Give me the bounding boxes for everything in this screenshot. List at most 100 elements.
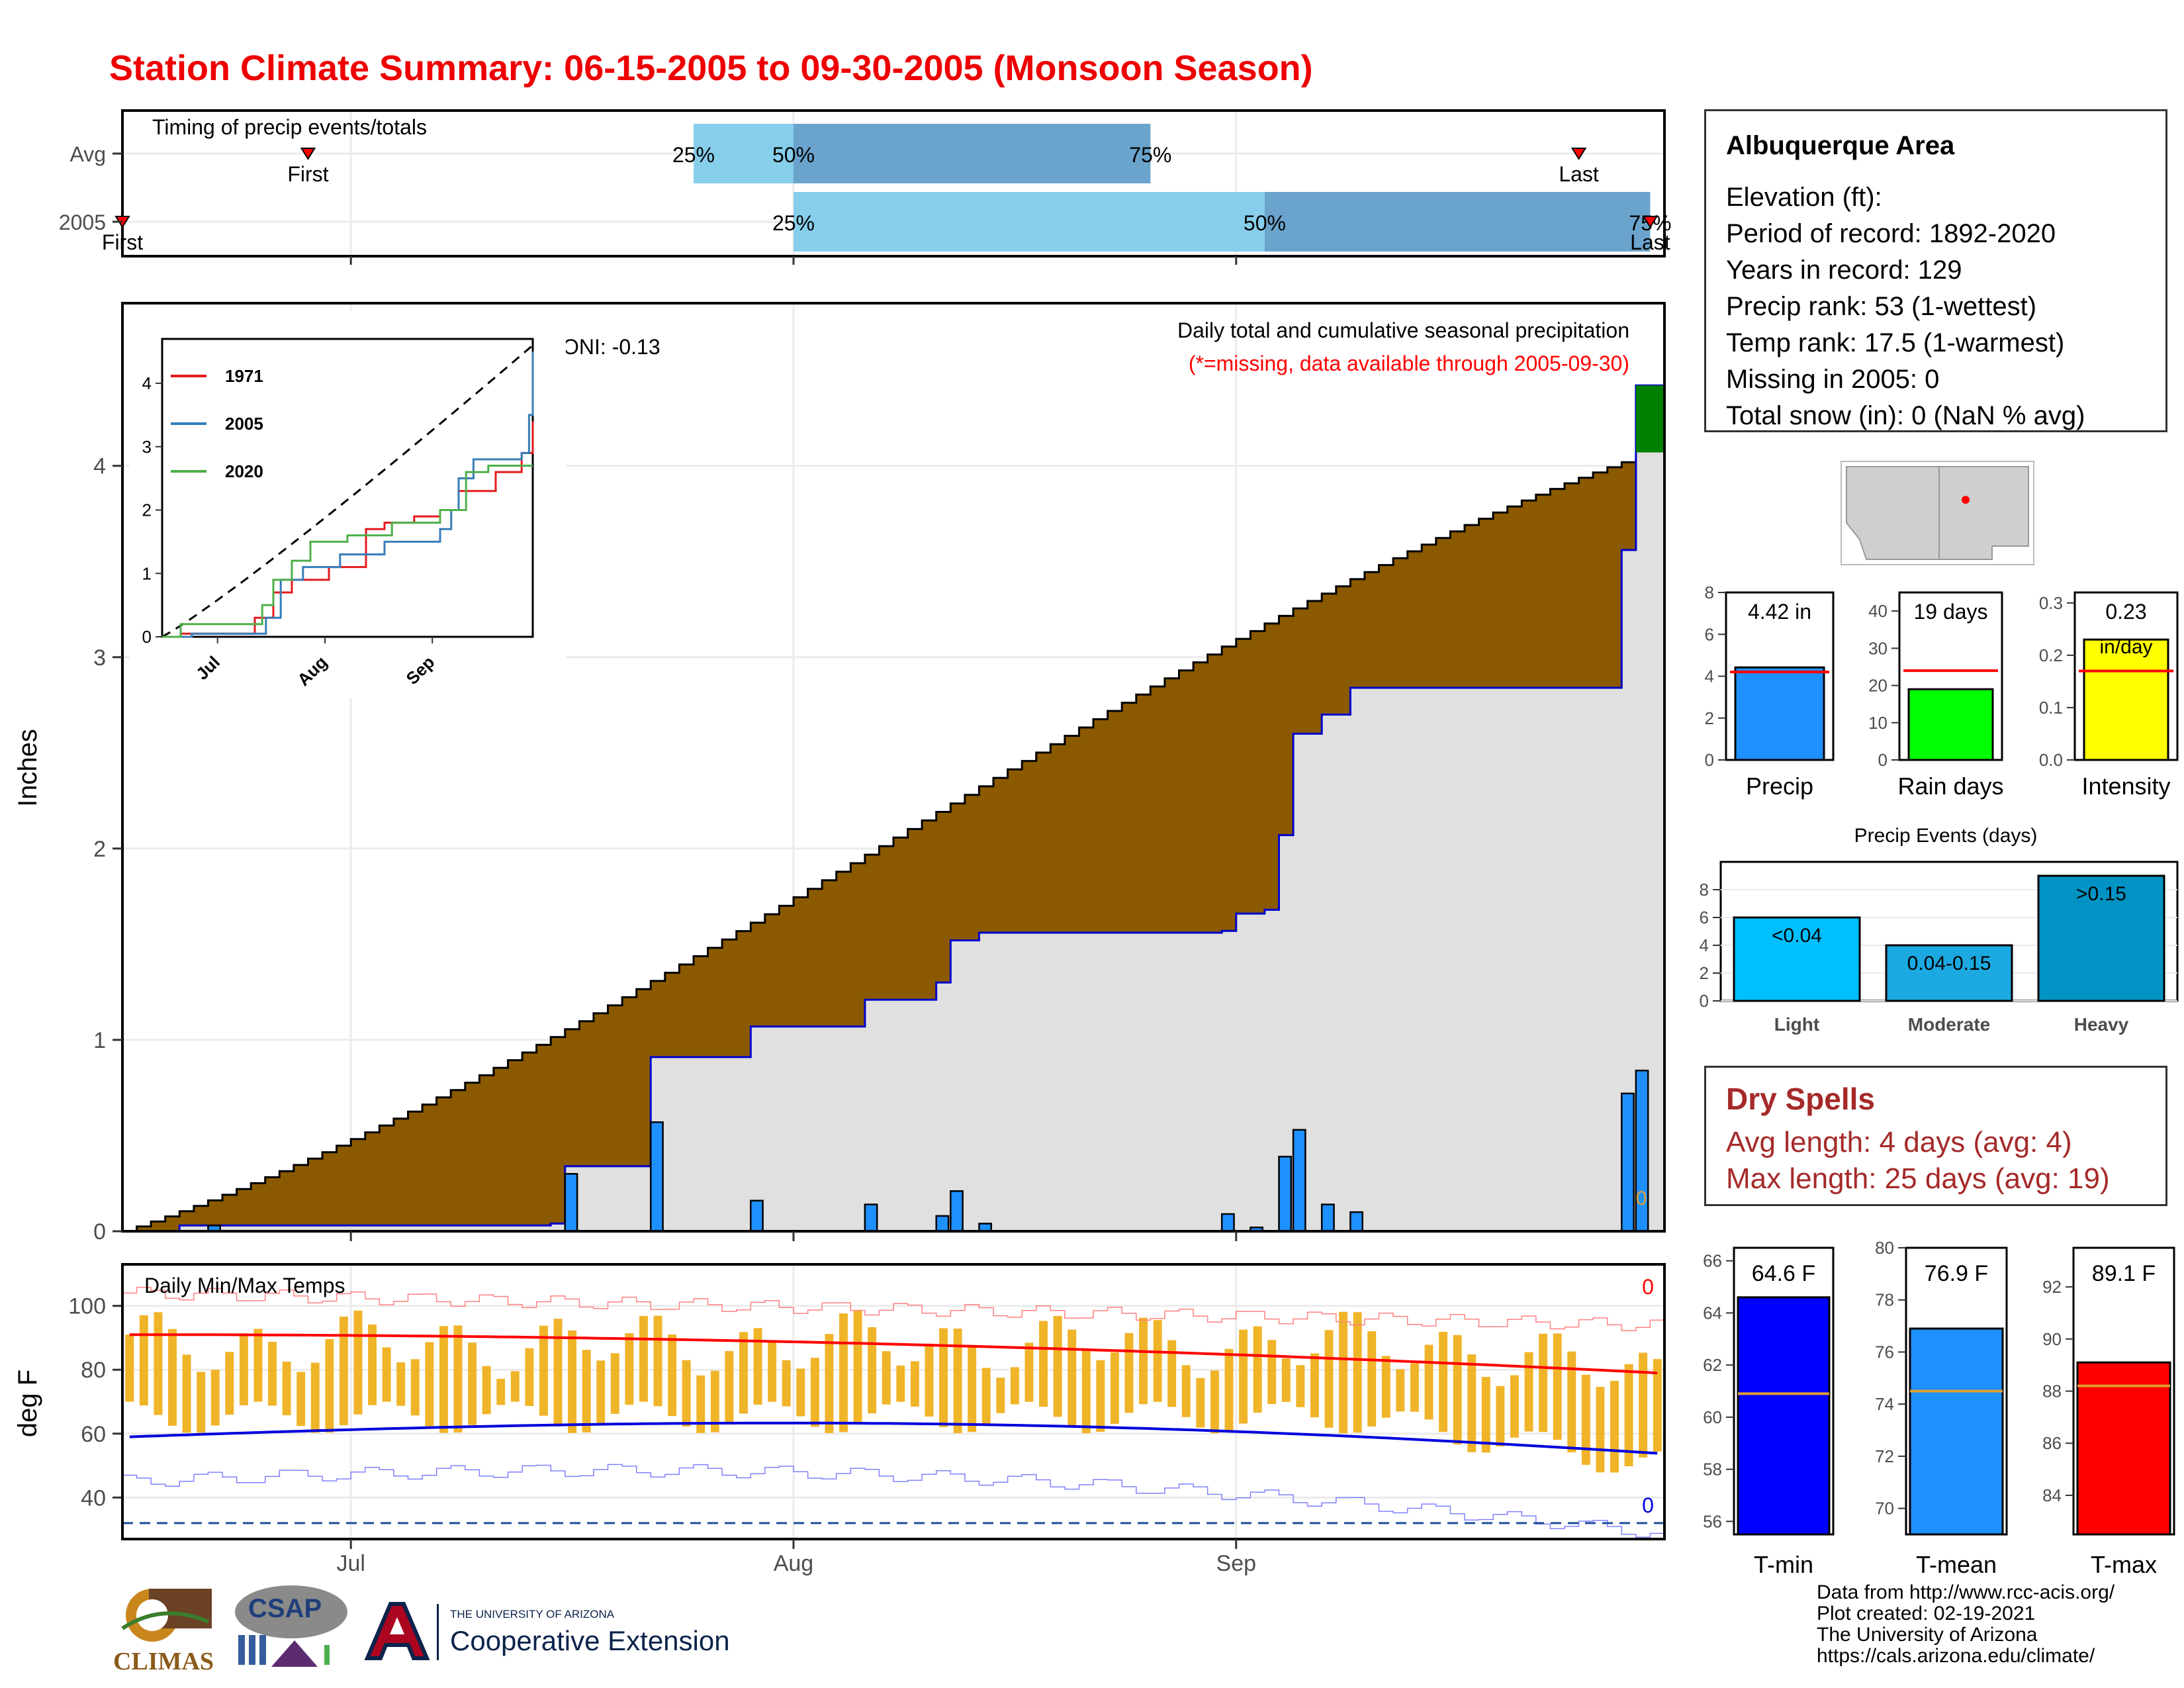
temp-summary-value-label: 64.6 F — [1752, 1261, 1815, 1286]
daily-temp-bar — [310, 1362, 320, 1433]
timing-row-label: 2005 — [59, 211, 106, 234]
daily-temp-bar — [1467, 1354, 1477, 1452]
daily-temp-bar — [596, 1360, 606, 1425]
daily-temp-bar — [1439, 1331, 1448, 1432]
daily-temp-bar — [425, 1342, 434, 1427]
daily-temp-bar — [496, 1378, 506, 1405]
current-cumulative-area — [122, 384, 1666, 1233]
summary-value-bar — [1734, 666, 1825, 761]
temp-x-tick-label: Aug — [774, 1551, 814, 1576]
daily-temp-bar — [282, 1361, 291, 1415]
temp-summary-y-tick-label: 72 — [1875, 1446, 1894, 1466]
timing-first-label: First — [287, 162, 328, 186]
timing-50-label: 50% — [1244, 211, 1286, 235]
record-max-line — [122, 1286, 1664, 1332]
daily-temp-bar — [1481, 1376, 1490, 1453]
timing-panel-label: Timing of precip events/totals — [152, 115, 427, 139]
location-map — [1841, 461, 2034, 565]
daily-temp-bar — [1281, 1358, 1291, 1402]
daily-temp-bar — [296, 1372, 306, 1427]
events-y-tick-label: 0 — [1700, 991, 1709, 1011]
daily-temp-bar — [325, 1338, 334, 1433]
timing-chart: 25%50%75%FirstLastAvg25%50%75%FirstLast2… — [59, 109, 1671, 265]
daily-temp-bar — [1353, 1312, 1362, 1433]
daily-temp-bar — [725, 1351, 734, 1425]
daily-temp-bar — [810, 1358, 819, 1427]
temp-y-tick-label: 80 — [81, 1358, 106, 1383]
oni-label: ONI: -0.13 — [563, 335, 660, 359]
temp-missing-bottom: 0 — [1642, 1493, 1654, 1517]
temp-summary-y-tick-label: 76 — [1875, 1342, 1894, 1362]
daily-temp-bar — [1167, 1340, 1177, 1407]
summary-y-tick-label: 0.3 — [2039, 593, 2063, 613]
daily-temp-bar — [1396, 1369, 1405, 1412]
event-category-label: Heavy — [2074, 1014, 2129, 1035]
dry-spells-box: Dry Spells Avg length: 4 days (avg: 4) M… — [1704, 1066, 2167, 1206]
daily-temp-bar — [1024, 1342, 1034, 1402]
daily-temp-bar — [625, 1333, 634, 1405]
summary-y-tick-label: 0.1 — [2039, 698, 2063, 718]
footer-line: https://cals.arizona.edu/climate/ — [1817, 1645, 2095, 1667]
daily-temp-bar — [968, 1346, 977, 1432]
daily-temp-bar — [1110, 1352, 1119, 1424]
daily-temp-bar — [825, 1334, 834, 1433]
daily-temp-bar — [410, 1359, 420, 1416]
inset-avg-line — [161, 344, 533, 638]
timing-last-label: Last — [1630, 230, 1670, 254]
daily-temp-bar — [1068, 1329, 1077, 1428]
daily-temp-bar — [1239, 1329, 1248, 1424]
events-y-tick-label: 2 — [1700, 963, 1709, 983]
daily-temp-bar — [525, 1348, 534, 1406]
ua-small-text: THE UNIVERSITY OF ARIZONA — [450, 1608, 615, 1620]
climas-emblem-icon — [121, 1589, 212, 1642]
csap-cloud-icon — [235, 1585, 347, 1667]
daily-temp-bar — [368, 1324, 377, 1405]
station-temp-rank: Temp rank: 17.5 (1-warmest) — [1726, 328, 2065, 357]
daily-temp-bar — [582, 1350, 591, 1432]
daily-temp-bar — [696, 1375, 705, 1433]
temp-summary-y-tick-label: 70 — [1875, 1499, 1894, 1519]
temp-summary-value-label: 89.1 F — [2092, 1261, 2156, 1286]
temp-x-tick-label: Jul — [336, 1551, 365, 1576]
daily-temp-bar — [510, 1371, 520, 1402]
station-precip-rank: Precip rank: 53 (1-wettest) — [1726, 292, 2037, 321]
summary-y-tick-label: 30 — [1868, 638, 1888, 658]
summary-y-tick-label: 0 — [1705, 750, 1714, 770]
y-tick-label: 0 — [93, 1219, 106, 1244]
temp-summary-y-tick-label: 62 — [1703, 1355, 1722, 1375]
summary-bar-label: Intensity — [2081, 773, 2170, 800]
inset-legend-label: 1971 — [225, 366, 263, 386]
legend-title: Daily total and cumulative seasonal prec… — [1177, 318, 1629, 342]
temp-summary-bar — [2076, 1361, 2171, 1536]
dry-spells-title: Dry Spells — [1726, 1082, 1875, 1116]
daily-temp-bar — [1324, 1330, 1334, 1428]
daily-temp-bar — [896, 1365, 905, 1402]
station-missing: Missing in 2005: 0 — [1726, 365, 1940, 394]
page-title: Station Climate Summary: 06-15-2005 to 0… — [109, 48, 1313, 88]
first-marker-icon — [300, 148, 316, 160]
summary-value-bar — [1907, 688, 1994, 761]
daily-temp-bar — [1567, 1351, 1576, 1453]
temp-summary-y-tick-label: 74 — [1875, 1394, 1894, 1414]
daily-temp-bar — [1210, 1370, 1219, 1434]
timing-q1-bar — [693, 124, 794, 183]
normal-min-line — [129, 1421, 1658, 1455]
daily-temp-bar — [1510, 1375, 1519, 1438]
temp-summary-y-tick-label: 56 — [1703, 1511, 1722, 1531]
daily-temp-bar — [739, 1332, 748, 1414]
inset-y-tick-label: 2 — [142, 500, 152, 520]
ua-extension-logo: THE UNIVERSITY OF ARIZONA Cooperative Ex… — [361, 1599, 745, 1671]
temp-y-tick-label: 100 — [68, 1294, 106, 1319]
station-period: Period of record: 1892-2020 — [1726, 219, 2056, 248]
temp-summary-y-tick-label: 90 — [2042, 1329, 2062, 1349]
daily-temp-bar — [239, 1333, 248, 1405]
daily-temp-bar — [268, 1342, 277, 1406]
daily-temp-bar — [853, 1310, 862, 1425]
timing-first-label: First — [102, 230, 143, 254]
daily-temp-bar — [1339, 1311, 1348, 1434]
daily-temp-bar — [253, 1329, 263, 1402]
daily-temp-bar — [868, 1327, 877, 1414]
station-name: Albuquerque Area — [1726, 131, 1955, 160]
